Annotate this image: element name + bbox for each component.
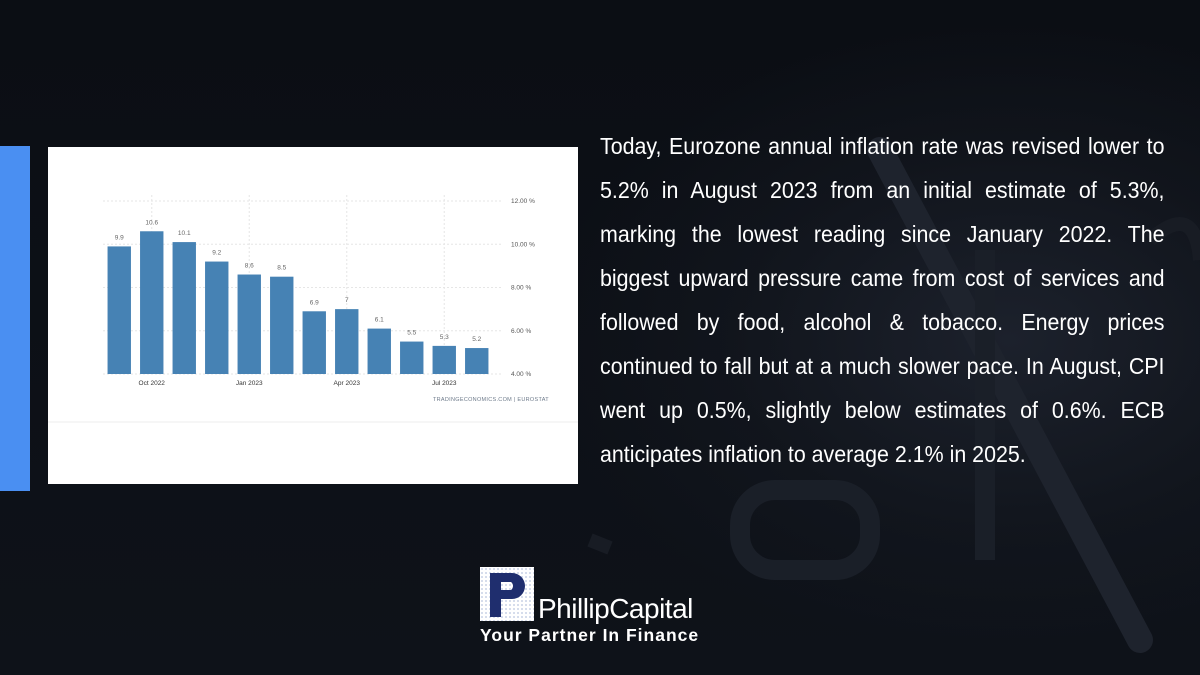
bar	[140, 231, 164, 374]
logo-mark	[480, 567, 534, 621]
chart-bars	[107, 231, 489, 374]
bar	[107, 246, 131, 374]
bar	[335, 309, 359, 374]
bar-data-label: 10.6	[145, 219, 158, 226]
y-tick-label: 4.00 %	[511, 371, 531, 378]
logo-name: PhillipCapital	[538, 593, 693, 624]
bar-data-label: 9.9	[115, 234, 124, 241]
bar-data-label: 6.1	[375, 317, 384, 324]
inflation-bar-chart: 4.00 % 6.00 % 8.00 % 10.00 % 12.00 % Oct 2022…	[48, 195, 578, 423]
bar-data-label: 5.3	[440, 334, 449, 341]
x-tick-label: Jan 2023	[236, 380, 263, 387]
y-tick-label: 12.00 %	[511, 198, 535, 205]
bar-data-label: 6.9	[310, 299, 319, 306]
summary-text: Today, Eurozone annual inflation rate wa…	[600, 133, 1165, 467]
x-tick-label: Oct 2022	[139, 380, 166, 387]
chart-source-note: TRADINGECONOMICS.COM | EUROSTAT	[433, 397, 549, 403]
chart-labels: 4.00 % 6.00 % 8.00 % 10.00 % 12.00 % Oct 2022…	[115, 198, 535, 387]
x-tick-label: Jul 2023	[432, 380, 457, 387]
bar	[302, 311, 326, 374]
logo-p-icon	[480, 567, 534, 621]
x-tick-label: Apr 2023	[334, 380, 361, 387]
bar	[400, 341, 424, 374]
accent-bar	[0, 146, 30, 491]
bar-data-label: 9.2	[212, 250, 221, 257]
bar-data-label: 8.5	[277, 265, 286, 272]
bar-data-label: 10.1	[178, 230, 191, 237]
y-tick-label: 6.00 %	[511, 328, 531, 335]
bar-data-label: 7	[345, 297, 349, 304]
bar	[367, 328, 391, 374]
bar	[237, 274, 261, 374]
phillipcapital-logo: PhillipCapital Your Partner In Finance	[480, 567, 740, 649]
logo-tagline: Your Partner In Finance	[480, 625, 700, 645]
bar	[432, 345, 456, 374]
bar-data-label: 8.6	[245, 263, 254, 270]
y-tick-label: 10.00 %	[511, 241, 535, 248]
bar	[172, 242, 196, 374]
bar	[465, 348, 489, 374]
bar	[270, 276, 294, 374]
y-tick-label: 8.00 %	[511, 285, 531, 292]
bar-data-label: 5.2	[472, 336, 481, 343]
bar-data-label: 5.5	[407, 330, 416, 337]
bar	[205, 261, 229, 374]
inflation-chart-card: 4.00 % 6.00 % 8.00 % 10.00 % 12.00 % Oct 2022…	[48, 147, 578, 484]
